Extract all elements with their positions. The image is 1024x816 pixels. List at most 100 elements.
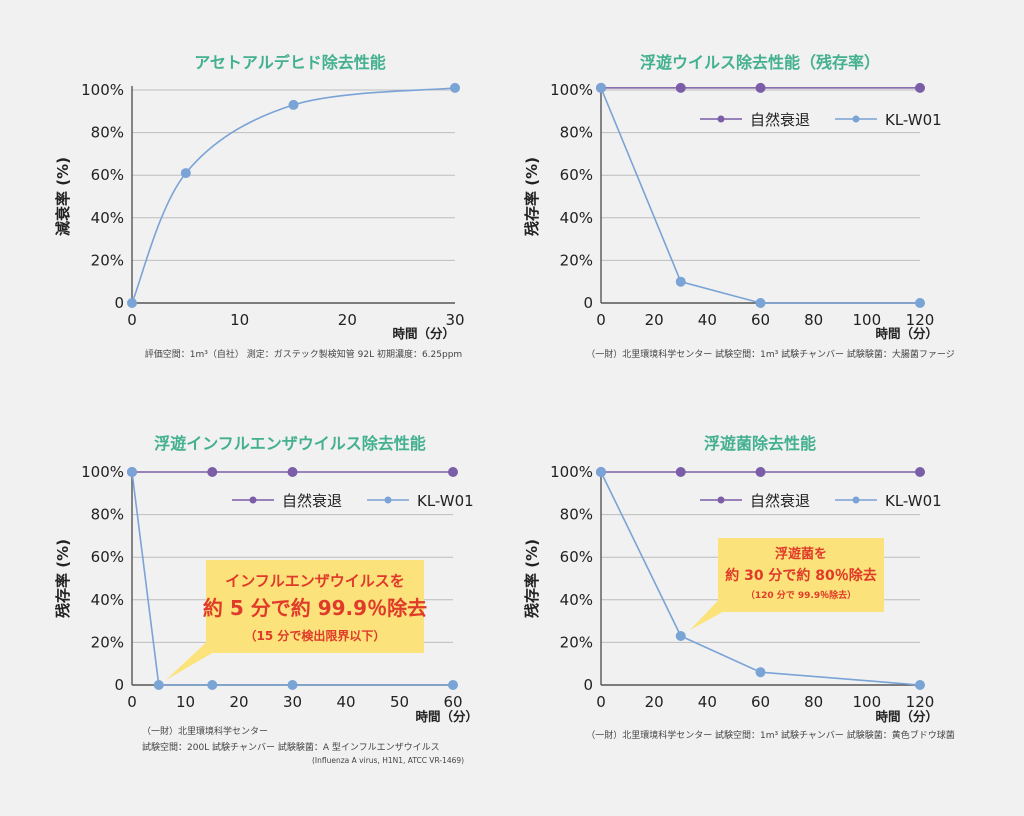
callout-line1: 浮遊菌を: [775, 546, 827, 562]
series-line-1: [131, 87, 456, 304]
y-tick-label: 20%: [91, 251, 124, 269]
x-tick-label: 100: [853, 693, 882, 711]
x-tick-label: 0: [596, 693, 606, 711]
x-axis-label: 時間（分）: [415, 709, 478, 724]
chart-note: （一財）北里環境科学センター 試験空間：1m³ 試験チャンバー 試験験菌：黄色ブ…: [586, 729, 955, 741]
x-tick-label: 40: [698, 311, 717, 329]
data-point: [755, 298, 766, 308]
data-point: [915, 467, 925, 477]
chart-1: アセトアルデヒド除去性能 0 20% 40% 60% 80% 100% 0 10 20 30 減衰率 …: [54, 53, 465, 360]
y-tick-label: 40%: [560, 209, 593, 227]
x-tick-label: 120: [906, 693, 935, 711]
data-point: [675, 467, 686, 477]
chart-3: 浮遊インフルエンザウイルス除去性能 0 20% 40% 60% 80% 100% 0 10 20 3…: [54, 434, 478, 765]
y-tick-label: 0: [114, 294, 124, 312]
data-point: [207, 680, 218, 690]
data-point: [180, 168, 191, 179]
data-point: [153, 680, 164, 690]
y-tick-label: 0: [114, 676, 124, 694]
legend-marker: [384, 496, 392, 504]
x-tick-label: 60: [443, 693, 462, 711]
data-point: [207, 467, 218, 477]
data-point: [288, 99, 299, 110]
legend-label: KL-W01: [417, 492, 474, 510]
x-axis-label: 時間（分）: [875, 326, 938, 341]
data-point: [915, 82, 925, 93]
legend-label: 自然衰退: [750, 492, 810, 510]
x-tick-label: 60: [751, 311, 770, 329]
x-axis-label: 時間（分）: [875, 709, 938, 724]
chart-note-line: 試験空間：200L 試験チャンバー 試験験菌：A 型インフルエンザウイルス: [142, 741, 440, 753]
chart-title: アセトアルデヒド除去性能: [194, 53, 386, 72]
x-tick-label: 120: [906, 311, 935, 329]
chart-4: 浮遊菌除去性能 0 20% 40% 60% 80% 100% 0 20 40 60 80 100 120 残…: [523, 434, 955, 741]
chart-title: 浮遊インフルエンザウイルス除去性能: [154, 434, 426, 453]
x-tick-label: 80: [804, 311, 823, 329]
chart-note: 評価空間：1m³（自社） 測定：ガステック製検知管 92L 初期濃度：6.25p…: [145, 348, 462, 360]
x-tick-label: 80: [804, 693, 823, 711]
legend-item: 自然衰退: [700, 111, 810, 129]
legend-label: 自然衰退: [750, 111, 810, 129]
x-tick-label: 100: [853, 311, 882, 329]
chart-title: 浮遊ウイルス除去性能（残存率）: [640, 53, 880, 72]
callout-background: [206, 560, 424, 653]
y-tick-label: 40%: [91, 591, 124, 609]
data-point: [675, 82, 686, 93]
legend-label: 自然衰退: [282, 492, 342, 510]
callout-line3: （15 分で検出限界以下）: [245, 628, 386, 643]
callout-line3: （120 分で 99.9％除去）: [746, 589, 856, 601]
callout-line2: 約 5 分で約 99.9％除去: [203, 596, 427, 620]
y-tick-label: 100%: [81, 81, 124, 99]
legend-item: 自然衰退: [700, 492, 810, 510]
x-axis-label: 時間（分）: [392, 326, 455, 341]
data-point: [755, 467, 766, 477]
data-point: [127, 298, 137, 308]
chart-note-line: （一財）北里環境科学センター: [142, 725, 268, 737]
chart-note-line: (Influenza A virus, H1N1, ATCC VR-1469): [312, 756, 464, 765]
y-tick-label: 80%: [91, 124, 124, 142]
y-axis-label: 減衰率 (%): [54, 157, 72, 236]
x-tick-label: 0: [127, 311, 137, 329]
y-tick-label: 60%: [91, 166, 124, 184]
data-point: [448, 680, 458, 690]
y-tick-label: 80%: [560, 124, 593, 142]
legend-label: KL-W01: [885, 111, 942, 129]
legend-marker: [717, 115, 725, 123]
x-tick-label: 20: [229, 693, 248, 711]
y-tick-label: 100%: [550, 463, 593, 481]
data-point: [675, 276, 686, 287]
x-tick-label: 20: [645, 693, 664, 711]
chart-2: 浮遊ウイルス除去性能（残存率） 0 20% 40% 60% 80% 100% 0 20 40 60 8…: [523, 53, 955, 360]
callout-line2: 約 30 分で約 80％除去: [725, 567, 877, 584]
data-point: [755, 667, 766, 678]
legend-item: KL-W01: [367, 492, 474, 510]
x-tick-label: 20: [645, 311, 664, 329]
data-point: [450, 82, 460, 93]
y-tick-label: 80%: [560, 506, 593, 524]
x-tick-label: 30: [445, 311, 464, 329]
x-tick-label: 40: [336, 693, 355, 711]
data-point: [755, 82, 766, 93]
series-line-2: [600, 471, 921, 686]
y-axis-label: 残存率 (%): [54, 539, 72, 618]
chart-note: （一財）北里環境科学センター 試験空間：1m³ 試験チャンバー 試験験菌：大腸菌…: [586, 348, 954, 360]
legend-item: 自然衰退: [232, 492, 342, 510]
chart-title: 浮遊菌除去性能: [704, 434, 816, 453]
y-tick-label: 100%: [81, 463, 124, 481]
x-tick-label: 0: [596, 311, 606, 329]
legend-label: KL-W01: [885, 492, 942, 510]
x-tick-label: 30: [283, 693, 302, 711]
x-tick-label: 10: [176, 693, 195, 711]
y-tick-label: 60%: [560, 166, 593, 184]
y-tick-label: 20%: [560, 251, 593, 269]
x-tick-label: 20: [338, 311, 357, 329]
legend-marker: [852, 496, 860, 504]
x-tick-label: 60: [751, 693, 770, 711]
data-point: [675, 631, 686, 642]
data-point: [127, 467, 137, 477]
callout-line1: インフルエンザウイルスを: [225, 572, 405, 590]
y-tick-label: 100%: [550, 81, 593, 99]
